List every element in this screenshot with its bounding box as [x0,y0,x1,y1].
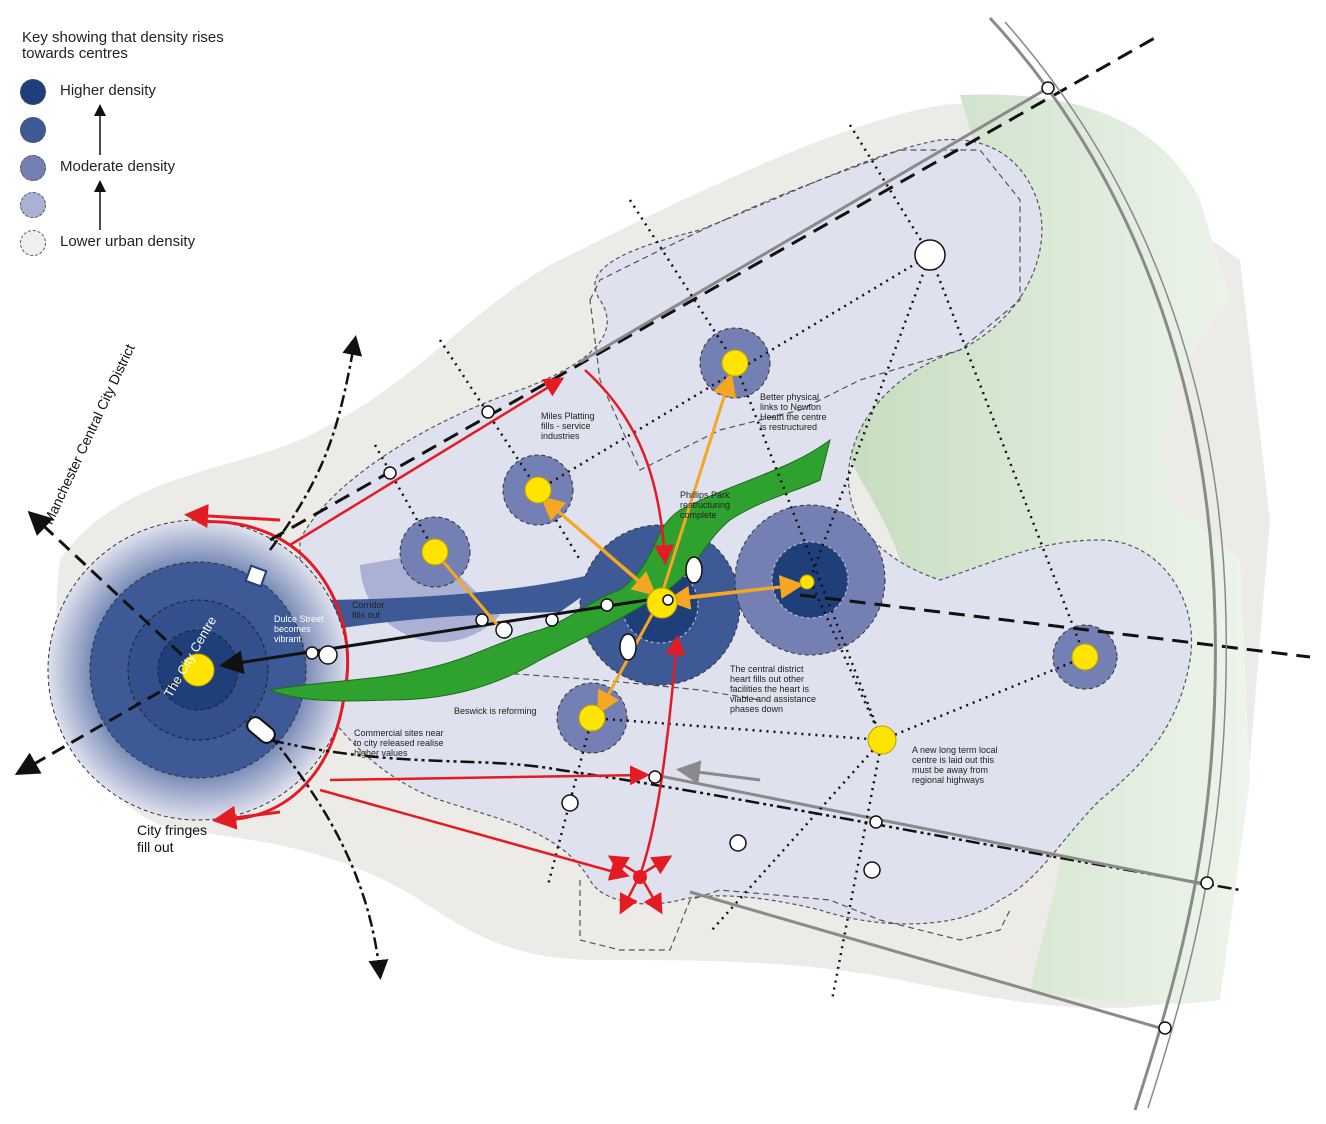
key-swatch-3 [20,155,46,181]
newton-heath-node [721,349,749,377]
corridor-band [200,560,640,660]
outer-ring-road [988,16,1217,1111]
fringe-arrow-north [184,504,281,528]
key-title: Key showing that density rises towards c… [22,29,224,62]
east-centre-node [799,574,815,590]
city-centre-node [181,653,215,687]
district-axis-sw [14,668,199,775]
beswick-label: Beswick is reforming [454,706,537,716]
key-swatch-1 [20,79,46,105]
outer-ring-road-inner [1004,21,1228,1109]
rail-line-east [799,593,1311,659]
miles-platting-label: Miles Platting fills - service industrie… [541,411,595,441]
key-label-1: Higher density [60,82,156,99]
route-south [269,734,389,980]
highway-south-arrow [676,760,761,785]
dulce-street-square [244,564,268,588]
new-centre-label: A new long term local centre is laid out… [912,745,998,785]
local-centres [181,349,1099,755]
east-node [1071,643,1099,671]
light-density-zone [299,138,1192,925]
fringe-arrow-south [212,805,281,830]
key-label-3: Moderate density [60,158,176,175]
route-north [268,335,363,551]
west-node [421,538,449,566]
key-swatch-2 [20,117,46,143]
district-axis-nw [27,510,200,672]
key-label-5: Lower urban density [60,233,196,250]
dotted-local-links [373,124,1087,1001]
orange-centre-links [433,372,804,716]
highway-southeast [689,890,1161,1030]
corridor-label: Corridor fills out [352,600,385,620]
dulce-street-label: Dulce Street becomes vibrant [274,614,324,644]
red-development-arrows [289,369,686,915]
key-swatch-4 [20,192,46,218]
city-fringes-label: City fringes fill out [137,822,208,855]
key-swatch-5 [20,230,46,256]
rail-line-northeast [269,33,1161,542]
new-long-term-centre [867,725,897,755]
station-marker [246,716,276,744]
beswick-node [578,704,606,732]
transit-stops [305,81,1214,1035]
central-district-label: The central district heart fills out oth… [730,664,817,714]
red-node [633,870,647,884]
rail-line-south-east [269,738,1241,892]
miles-platting-node [524,476,552,504]
north-subzone-outline [589,149,1021,471]
highway-northeast [579,86,1049,364]
central-corridor-arrow [219,596,661,675]
highway-south [654,773,1209,887]
phillips-park-label: Phillips Park restructuring complete [680,490,731,520]
commercial-sites-label: Commercial sites near to city released r… [354,728,444,758]
newton-heath-label: Better physical links to Newton Heath th… [760,392,827,432]
